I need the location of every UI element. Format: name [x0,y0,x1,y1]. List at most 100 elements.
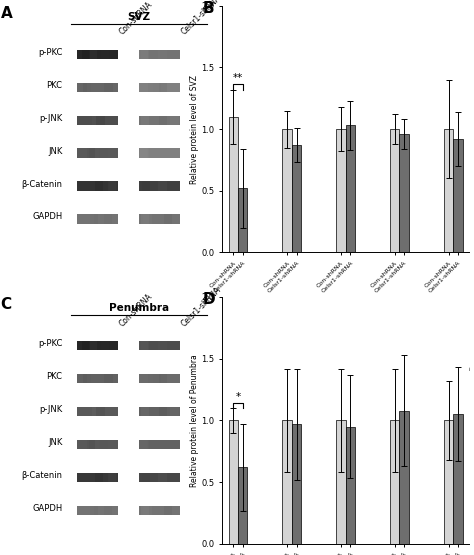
Bar [108,473,116,482]
Bar [138,148,180,158]
Bar [77,374,118,383]
Bar [400,411,409,544]
Bar [228,117,238,253]
Text: p-PKC: p-PKC [38,339,63,348]
Text: β-Catenin: β-Catenin [21,471,63,480]
Bar [83,83,91,92]
Bar [95,181,103,190]
Text: D: D [202,292,215,307]
Text: p-JNK: p-JNK [336,366,356,372]
Bar [140,440,148,449]
Bar [138,214,180,224]
Bar [453,414,463,544]
Bar [87,83,95,92]
Bar [87,148,95,158]
Bar [346,427,355,544]
Bar [86,506,94,515]
Text: p-PKC: p-PKC [38,48,63,57]
Text: Penumbra: Penumbra [109,304,169,314]
Bar [138,407,180,416]
Text: *: * [236,392,241,402]
Text: **: ** [233,73,243,83]
Bar [83,407,91,416]
Bar [159,83,167,92]
Bar [77,473,118,482]
Bar [104,506,112,515]
Bar [138,341,180,350]
Bar [142,181,150,190]
Bar [336,421,346,544]
Bar [139,49,147,59]
Bar [81,148,89,158]
Bar [292,145,301,253]
Bar [148,83,156,92]
Text: SVZ: SVZ [127,12,150,22]
Text: B: B [202,1,214,16]
Bar [108,181,116,190]
Bar [390,129,400,253]
Bar [141,341,149,350]
Text: β-Catenin: β-Catenin [21,179,63,189]
Bar [140,473,148,482]
Bar [89,49,98,59]
Bar [77,181,118,190]
Bar [141,214,149,224]
Bar [138,473,180,482]
Bar [104,214,112,224]
Bar [77,440,118,449]
Bar [101,49,109,59]
Bar [77,49,118,59]
Bar [400,134,409,253]
Text: PKC: PKC [46,80,63,90]
Bar [390,421,400,544]
Bar [141,506,149,515]
Bar [143,506,152,515]
Bar [90,506,98,515]
Y-axis label: Relative protein level of Penumbra: Relative protein level of Penumbra [190,354,199,487]
Bar [153,83,161,92]
Bar [140,148,148,158]
Bar [153,374,161,383]
Text: JNK: JNK [48,438,63,447]
Bar [283,421,292,544]
Bar [158,341,167,350]
Bar [138,374,180,383]
Bar [141,407,149,416]
Bar [138,115,180,125]
Bar [149,148,157,158]
Bar [83,115,91,125]
Bar [292,424,301,544]
Bar [77,115,118,125]
Bar [159,115,167,125]
Bar [138,181,180,190]
Bar [158,49,167,59]
Bar [77,506,118,515]
Bar [142,473,150,482]
Bar [87,374,95,383]
Bar [444,129,453,253]
Bar [148,374,156,383]
Bar [77,214,118,224]
Text: p-PKC: p-PKC [228,366,248,372]
Text: Celsr1-shRNA: Celsr1-shRNA [180,285,223,328]
Bar [96,115,105,125]
Bar [238,467,247,544]
Text: A: A [0,6,12,21]
Bar [138,440,180,449]
Bar [141,115,149,125]
Bar [444,421,453,544]
Text: β-Catenin: β-Catenin [436,366,471,372]
Bar [90,214,98,224]
Text: p-JNK: p-JNK [39,405,63,414]
Text: GAPDH: GAPDH [32,504,63,513]
Bar [96,407,105,416]
Bar [87,440,95,449]
Text: Con-shRNA: Con-shRNA [118,291,155,328]
Text: PKC: PKC [285,366,299,372]
Bar [158,181,166,190]
Bar [92,407,100,416]
Text: JNK: JNK [48,147,63,155]
Text: Celsr1-shRNA: Celsr1-shRNA [180,0,223,37]
Text: JNK: JNK [393,366,406,372]
Bar [141,49,149,59]
